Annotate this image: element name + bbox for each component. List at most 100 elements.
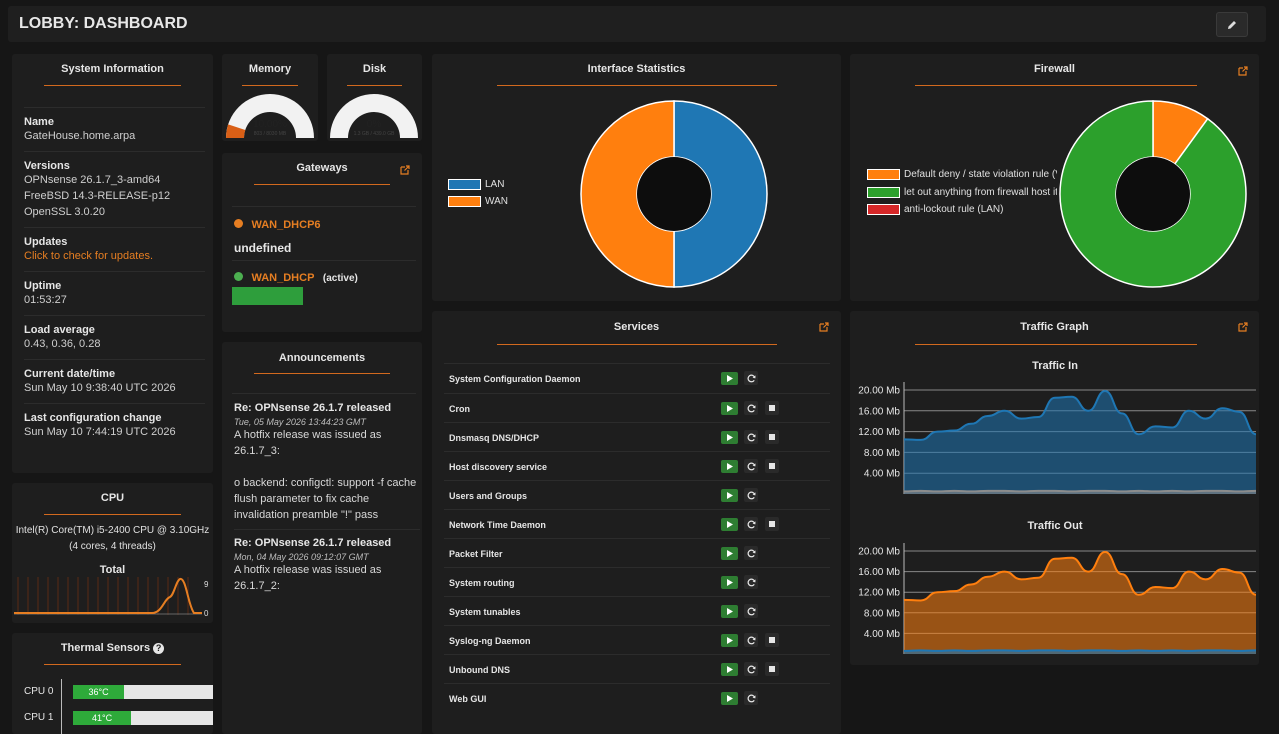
legend-item[interactable]: WAN	[448, 196, 508, 207]
interface-statistics-widget: Interface Statistics LAN WAN	[432, 54, 841, 301]
start-service-button[interactable]	[721, 692, 738, 705]
firewall-widget: Firewall Default deny / state violation …	[850, 54, 1259, 301]
system-info-value: 0.43, 0.36, 0.28	[24, 338, 101, 350]
legend-label: LAN	[485, 179, 505, 191]
legend-item[interactable]: let out anything from firewall host it	[867, 186, 1057, 198]
restart-service-button[interactable]	[744, 517, 758, 531]
thermal-sensor-value: 36°C	[73, 685, 125, 699]
y-tick-label: 12.00 Mb	[858, 588, 900, 599]
legend-item[interactable]: Default deny / state violation rule (V	[867, 169, 1057, 180]
restart-service-button[interactable]	[744, 371, 758, 385]
legend-swatch	[867, 186, 900, 198]
start-service-button[interactable]	[721, 576, 738, 589]
start-service-button[interactable]	[721, 431, 738, 444]
firewall-title: Firewall	[1034, 63, 1075, 75]
announcement-list: Re: OPNsense 26.1.7 released Tue, 05 May …	[234, 402, 420, 594]
legend-label: let out anything from firewall host it	[904, 186, 1057, 198]
restart-icon	[747, 462, 756, 470]
external-link-icon[interactable]	[1238, 322, 1248, 332]
restart-service-button[interactable]	[744, 488, 758, 502]
external-link-icon[interactable]	[819, 322, 829, 332]
stop-service-button[interactable]	[765, 401, 779, 415]
gateways-widget: Gateways WAN_DHCP6 undefined WAN_DHCP (a…	[222, 153, 422, 332]
start-service-button[interactable]	[721, 663, 738, 676]
service-name: Unbound DNS	[449, 665, 510, 675]
announcement-date: Mon, 04 May 2026 09:12:07 GMT	[234, 552, 369, 562]
start-service-button[interactable]	[721, 489, 738, 502]
memory-title: Memory	[248, 63, 292, 75]
start-service-button[interactable]	[721, 402, 738, 415]
restart-service-button[interactable]	[744, 633, 758, 647]
stop-service-button[interactable]	[765, 662, 779, 676]
stop-icon	[769, 666, 775, 672]
cpu-widget: CPU Intel(R) Core(TM) i5-2400 CPU @ 3.10…	[12, 483, 213, 623]
restart-service-button[interactable]	[744, 546, 758, 560]
service-name: Network Time Daemon	[449, 520, 546, 530]
traffic-charts: Traffic In 4.00 Mb 8.00 Mb 12.00 Mb 16.00 Mb…	[858, 360, 1257, 654]
restart-icon	[747, 404, 756, 412]
legend-label: anti-lockout rule (LAN)	[904, 204, 1004, 216]
start-service-button[interactable]	[721, 372, 738, 385]
start-service-button[interactable]	[721, 547, 738, 560]
announcement-title[interactable]: Re: OPNsense 26.1.7 released	[234, 537, 392, 549]
play-icon	[727, 695, 733, 702]
start-service-button[interactable]	[721, 518, 738, 531]
service-name: System routing	[449, 578, 515, 588]
service-name: Packet Filter	[449, 549, 503, 559]
service-name: Cron	[449, 404, 470, 414]
restart-service-button[interactable]	[744, 459, 758, 473]
external-link-icon[interactable]	[400, 165, 410, 175]
system-info-value: GateHouse.home.arpa	[24, 130, 136, 142]
gateway-name[interactable]: WAN_DHCP6	[251, 219, 321, 231]
disk-title: Disk	[362, 63, 387, 75]
pie-slice[interactable]	[1059, 100, 1247, 288]
y-tick-label: 4.00 Mb	[864, 469, 901, 480]
restart-service-button[interactable]	[744, 662, 758, 676]
gateway-status: undefined	[234, 241, 292, 255]
stop-icon	[769, 637, 775, 643]
title-underline	[44, 85, 181, 86]
check-updates-link[interactable]: Click to check for updates.	[24, 250, 154, 262]
service-row: Unbound DNS	[444, 654, 830, 683]
service-row: System routing	[444, 567, 830, 596]
system-info-value: Sun May 10 9:38:40 UTC 2026	[24, 382, 176, 394]
service-row: Host discovery service	[444, 451, 830, 480]
play-icon	[727, 550, 733, 557]
legend-item[interactable]: anti-lockout rule (LAN)	[867, 204, 1057, 215]
restart-service-button[interactable]	[744, 401, 758, 415]
stop-service-button[interactable]	[765, 430, 779, 444]
series-line	[903, 551, 1257, 602]
cpu-model: Intel(R) Core(TM) i5-2400 CPU @ 3.10GHz …	[12, 523, 213, 555]
service-row: Web GUI	[444, 683, 830, 712]
start-service-button[interactable]	[721, 460, 738, 473]
announcement-body-line: o backend: configctl: support -f cache	[234, 477, 417, 489]
announcement-body-line	[234, 459, 420, 475]
restart-service-button[interactable]	[744, 430, 758, 444]
system-info-label: Last configuration change	[24, 412, 162, 424]
series-area	[904, 552, 1256, 654]
title-underline	[254, 184, 390, 185]
thermal-axis	[61, 679, 62, 734]
edit-dashboard-button[interactable]	[1216, 12, 1248, 37]
restart-service-button[interactable]	[744, 691, 758, 705]
stop-service-button[interactable]	[765, 517, 779, 531]
restart-service-button[interactable]	[744, 604, 758, 618]
cpu-graph-title: Total	[99, 564, 126, 576]
restart-icon	[747, 374, 756, 382]
stop-service-button[interactable]	[765, 459, 779, 473]
external-link-icon[interactable]	[1238, 66, 1248, 76]
legend-item[interactable]: LAN	[448, 179, 504, 190]
start-service-button[interactable]	[721, 605, 738, 618]
service-row: Users and Groups	[444, 480, 830, 509]
memory-gauge: 10.00% 803 / 8030 MB	[226, 94, 314, 138]
service-row: Dnsmasq DNS/DHCP	[444, 422, 830, 451]
stop-service-button[interactable]	[765, 633, 779, 647]
question-circle-icon[interactable]: ?	[153, 642, 165, 654]
restart-icon	[747, 636, 756, 644]
announcement-title[interactable]: Re: OPNsense 26.1.7 released	[234, 402, 392, 414]
start-service-button[interactable]	[721, 634, 738, 647]
y-tick-label: 12.00 Mb	[858, 427, 900, 438]
gateway-name[interactable]: WAN_DHCP	[251, 272, 315, 284]
restart-service-button[interactable]	[744, 575, 758, 589]
title-underline	[497, 85, 777, 86]
